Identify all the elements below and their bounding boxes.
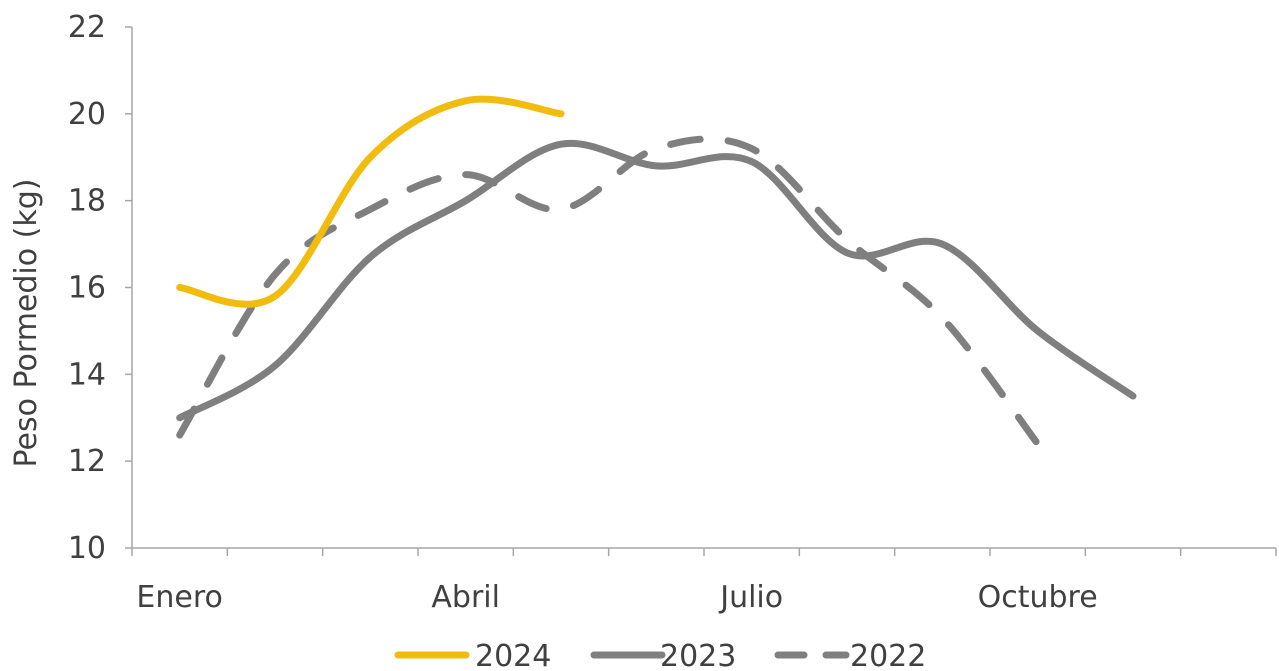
legend: 2024 2023 2022 [394, 639, 926, 671]
y-tick-label: 12 [68, 444, 106, 479]
series-line-2024 [176, 95, 565, 308]
x-tick-label: Julio [718, 580, 783, 615]
series-line-2022 [176, 135, 1042, 448]
y-tick-label: 10 [68, 531, 106, 566]
series-line-2023 [176, 139, 1137, 422]
x-tick-label: Enero [136, 580, 222, 615]
axes: 10 12 14 16 18 20 22 Enero Abril Julio Octubre [68, 10, 1277, 615]
legend-label-2024: 2024 [475, 639, 551, 671]
y-axis-label: Peso Pormedio (kg) [9, 179, 44, 468]
x-tick-label: Octubre [978, 580, 1098, 615]
y-tick-label: 18 [68, 184, 106, 219]
x-tick-label: Abril [431, 580, 500, 615]
y-tick-label: 22 [68, 10, 106, 45]
y-tick-label: 20 [68, 97, 106, 132]
y-tick-label: 16 [68, 271, 106, 306]
y-tick-label: 14 [68, 357, 106, 392]
legend-label-2023: 2023 [660, 639, 736, 671]
legend-label-2022: 2022 [850, 639, 926, 671]
series-lines [176, 95, 1137, 448]
